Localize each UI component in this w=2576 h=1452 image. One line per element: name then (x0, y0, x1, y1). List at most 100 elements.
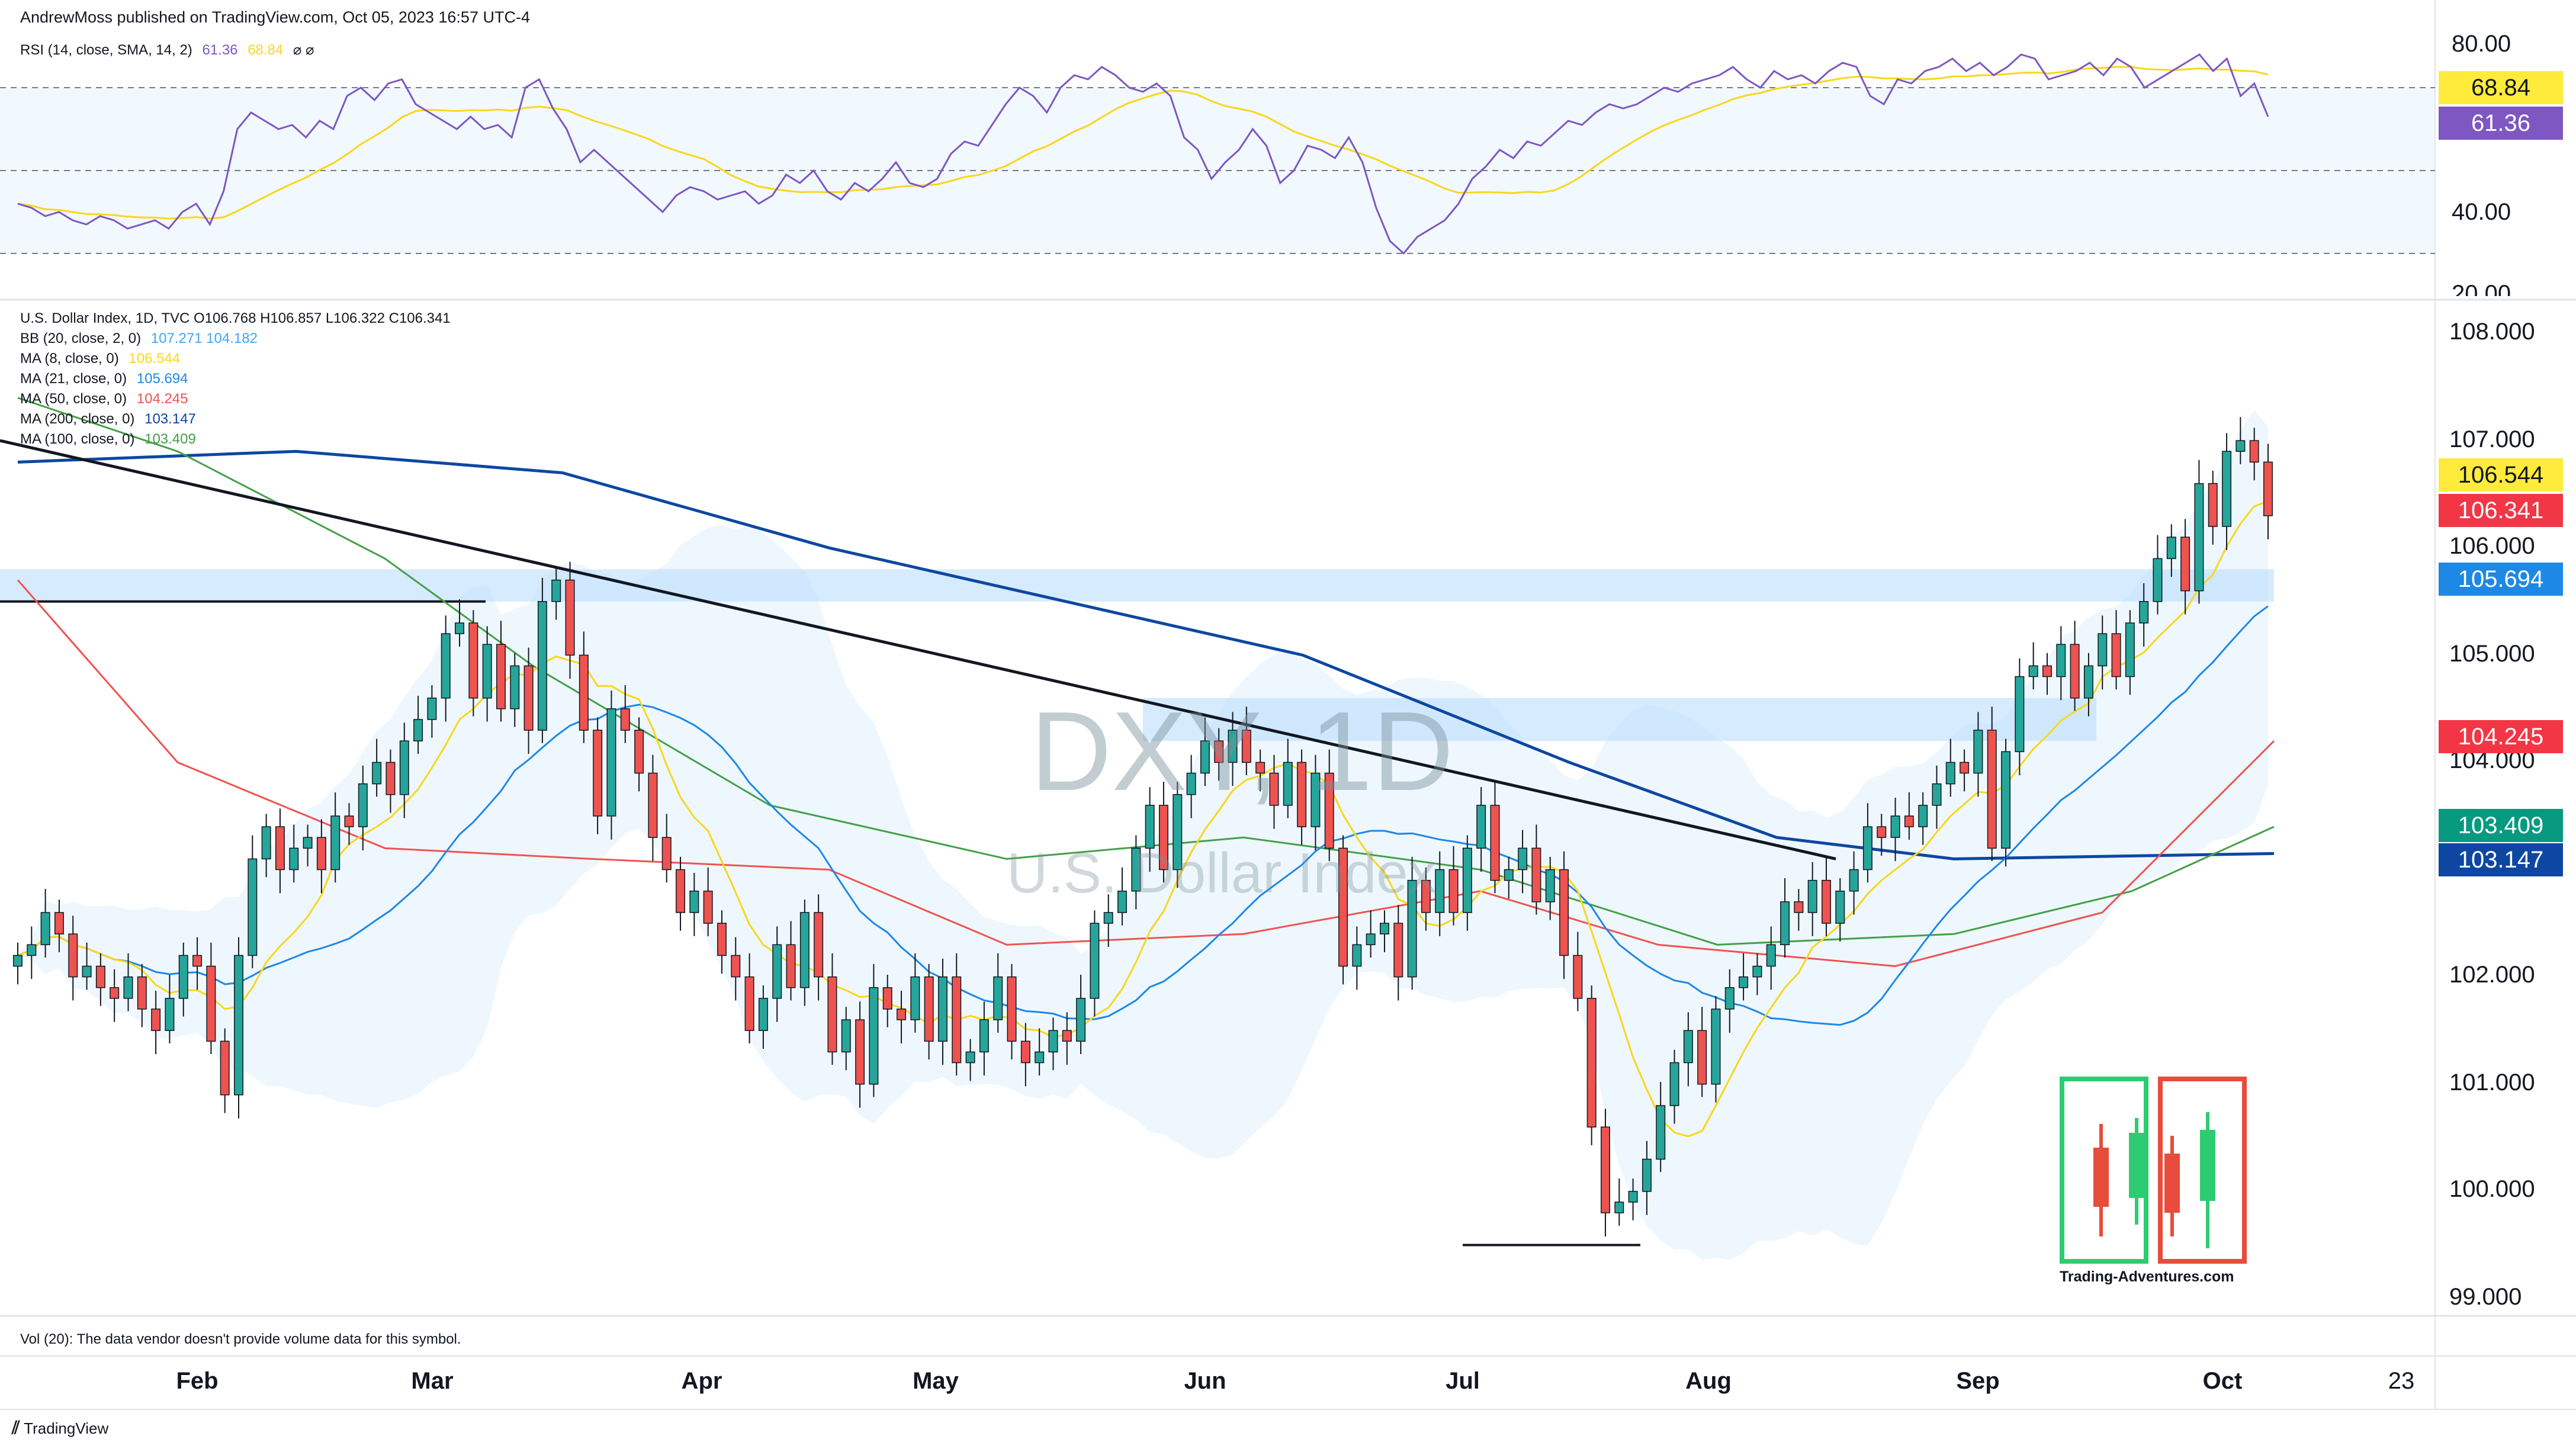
candle-body (427, 698, 437, 720)
time-axis-aug: Aug (1685, 1368, 1732, 1394)
candle-body (689, 891, 699, 913)
trading-adventures-logo (2060, 1077, 2247, 1264)
candle-body (2263, 461, 2273, 516)
candle-body (565, 579, 575, 656)
candle-body (82, 965, 92, 978)
candle-body (289, 847, 299, 870)
ma50-legend-value: 104.245 (136, 391, 188, 407)
candle-body (1877, 826, 1887, 838)
candle-body (1683, 1030, 1693, 1064)
tradingview-logo-icon: ⫽ (12, 1418, 20, 1438)
candle-body (993, 976, 1003, 1020)
candle-body (1601, 1126, 1610, 1213)
candle-body (1173, 794, 1183, 870)
ma21-legend[interactable]: MA (21, close, 0) 105.694 (20, 371, 188, 387)
ma50-legend[interactable]: MA (50, close, 0) 104.245 (20, 391, 188, 407)
time-axis-oct: Oct (2202, 1368, 2243, 1394)
candle-body (1669, 1062, 1679, 1106)
rsi-legend[interactable]: RSI (14, close, SMA, 14, 2) 61.36 68.84 … (20, 41, 314, 59)
rsi-value-tag: 61.36 (2439, 107, 2563, 140)
candle-body (261, 826, 271, 860)
ma100-line (17, 397, 2275, 946)
price-axis-label-105: 105.000 (2449, 641, 2535, 667)
candle-body (330, 815, 341, 870)
candle-body (455, 622, 464, 634)
candle-body (2056, 644, 2066, 677)
candle-body (1862, 826, 1872, 870)
candle-body (13, 955, 23, 967)
ma100-price-tag: 103.409 (2439, 809, 2563, 842)
candle-body (2139, 601, 2149, 624)
candle-body (1752, 965, 1762, 978)
candle-body (937, 976, 947, 1042)
candle-body (1518, 847, 1528, 870)
candle-body (2208, 483, 2218, 527)
candle-body (620, 708, 630, 731)
candle-body (579, 654, 589, 731)
candle-body (496, 644, 506, 709)
rsi-sma-tag: 68.84 (2439, 71, 2563, 104)
candle-body (634, 730, 644, 774)
candle-body (1890, 815, 1900, 838)
candle-body (220, 1040, 230, 1096)
time-axis-jul: Jul (1446, 1368, 1480, 1394)
candle-body (1076, 998, 1086, 1042)
footer-brand-text: TradingView (24, 1419, 109, 1437)
close-price-tag: 106.341 (2439, 494, 2563, 527)
candle-body (1807, 879, 1817, 913)
candle-body (468, 622, 478, 699)
candle-body (248, 858, 258, 956)
candle-body (1504, 869, 1514, 881)
candle-body (897, 1008, 907, 1020)
footer-brand[interactable]: ⫽ TradingView (12, 1418, 108, 1438)
time-axis-jun: Jun (1184, 1368, 1226, 1394)
candle-body (2222, 451, 2232, 527)
candle-body (1987, 730, 1997, 849)
candle-body (799, 912, 810, 988)
rsi-value: 61.36 (202, 42, 238, 58)
candle-body (661, 837, 672, 870)
candle-body (2042, 665, 2052, 677)
symbol-legend[interactable]: U.S. Dollar Index, 1D, TVC O106.768 H106… (20, 310, 451, 326)
candle-body (2028, 665, 2038, 677)
rsi-sma-value: 68.84 (248, 42, 284, 58)
candle-body (2001, 751, 2011, 849)
candle-body (40, 912, 50, 946)
candle-body (303, 837, 313, 849)
candle-body (1628, 1191, 1638, 1203)
time-axis-apr: Apr (681, 1368, 722, 1394)
candle-body (1338, 847, 1348, 967)
logo-caption: Trading-Adventures.com (2060, 1268, 2234, 1285)
price-axis-label-106: 106.000 (2449, 533, 2535, 559)
ma200-price-tag: 103.147 (2439, 843, 2563, 876)
candle-body (606, 708, 616, 817)
bollinger-band-area (18, 410, 2268, 1260)
candle-body (1822, 879, 1831, 924)
candle-body (1780, 901, 1790, 946)
candle-body (551, 579, 561, 602)
bb-legend[interactable]: BB (20, close, 2, 0) 107.271 104.182 (20, 330, 258, 347)
candle-body (717, 923, 727, 956)
candle-body (1711, 1008, 1721, 1085)
candle-body (1393, 923, 1403, 978)
candle-body (1918, 805, 1928, 827)
candle-body (1739, 976, 1749, 988)
time-axis-23: 23 (2388, 1368, 2415, 1394)
ma200-legend[interactable]: MA (200, close, 0) 103.147 (20, 411, 196, 428)
resistance-zone-1 (1143, 698, 2096, 741)
rsi-legend-label: RSI (14, close, SMA, 14, 2) (20, 42, 192, 58)
candle-body (1490, 805, 1500, 881)
candle-body (151, 1008, 161, 1031)
candle-body (510, 665, 520, 709)
time-axis-feb: Feb (176, 1368, 219, 1394)
candle-body (1932, 783, 1942, 806)
candle-body (1476, 805, 1486, 849)
bb-legend-value: 107.271 104.182 (150, 330, 258, 346)
price-axis-label-101: 101.000 (2449, 1069, 2535, 1096)
candle-body (1214, 740, 1224, 763)
ma8-legend[interactable]: MA (8, close, 0) 106.544 (20, 351, 180, 367)
candle-body (1960, 762, 1970, 774)
ma100-legend[interactable]: MA (100, close, 0) 103.409 (20, 431, 196, 448)
